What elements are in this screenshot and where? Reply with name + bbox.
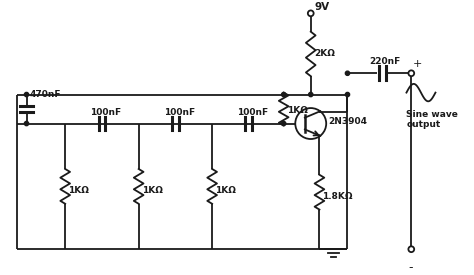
Text: 220nF: 220nF [369, 57, 400, 66]
Circle shape [346, 71, 350, 75]
Text: +: + [413, 59, 423, 69]
Circle shape [24, 121, 28, 126]
Text: 470nF: 470nF [29, 90, 61, 99]
Circle shape [309, 92, 313, 97]
Text: 1KΩ: 1KΩ [215, 186, 236, 195]
Circle shape [346, 92, 350, 97]
Circle shape [409, 246, 414, 252]
Text: 2N3904: 2N3904 [328, 117, 367, 126]
Text: 1KΩ: 1KΩ [287, 106, 308, 115]
Text: 100nF: 100nF [164, 108, 195, 117]
Circle shape [24, 92, 28, 97]
Text: 1KΩ: 1KΩ [68, 186, 89, 195]
Circle shape [308, 10, 314, 16]
Circle shape [409, 70, 414, 76]
Text: 9V: 9V [315, 2, 330, 12]
Text: Sine wave
output: Sine wave output [406, 110, 458, 130]
Circle shape [282, 121, 286, 126]
Text: 1.8KΩ: 1.8KΩ [322, 192, 353, 200]
Text: -: - [408, 261, 412, 274]
Circle shape [282, 92, 286, 97]
Text: 100nF: 100nF [91, 108, 121, 117]
Text: 2KΩ: 2KΩ [315, 50, 336, 58]
Text: 100nF: 100nF [237, 108, 268, 117]
Text: 1KΩ: 1KΩ [142, 186, 163, 195]
